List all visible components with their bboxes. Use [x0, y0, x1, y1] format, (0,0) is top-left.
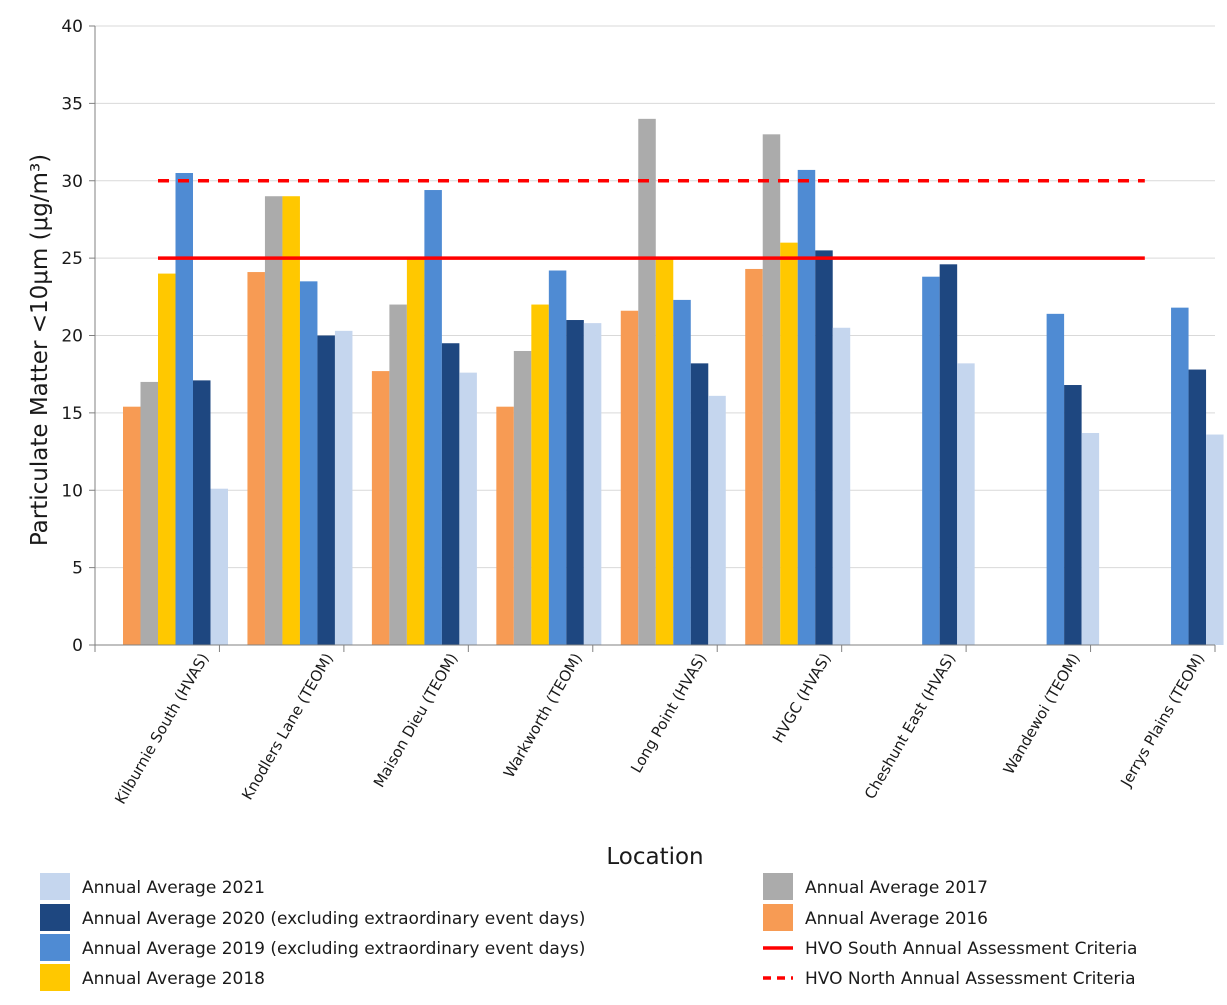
bar-5-5: [832, 327, 851, 645]
bar-2-1: [282, 196, 300, 645]
bar-3-2: [424, 190, 442, 645]
legend-label-2: Annual Average 2019 (excluding extraordi…: [82, 939, 585, 959]
bar-4-7: [1064, 385, 1082, 645]
legend-swatch-5: [763, 904, 793, 931]
bar-2-2: [406, 258, 425, 645]
x-axis-title: Location: [606, 844, 703, 870]
y-tick-label-15: 15: [61, 404, 83, 424]
y-tick-label-20: 20: [61, 327, 83, 347]
legend-label-4: Annual Average 2017: [805, 878, 988, 898]
legend-label-5: Annual Average 2016: [805, 909, 988, 929]
bar-3-6: [922, 276, 940, 645]
bar-5-1: [334, 330, 353, 645]
bar-1-1: [264, 196, 283, 645]
axes: [89, 25, 1216, 652]
legend-label-6: HVO South Annual Assessment Criteria: [805, 939, 1137, 959]
bar-4-4: [690, 363, 709, 645]
bar-2-3: [531, 304, 549, 645]
bar-1-2: [389, 304, 407, 645]
bar-0-2: [371, 371, 390, 645]
legend-label-3: Annual Average 2018: [82, 969, 265, 989]
bar-4-2: [441, 343, 460, 645]
bar-5-2: [459, 372, 477, 645]
bar-5-0: [210, 488, 228, 645]
bar-3-5: [797, 169, 816, 646]
bar-3-0: [175, 173, 193, 645]
reference-lines: [158, 179, 1145, 260]
y-tick-label-25: 25: [61, 249, 83, 269]
y-tick-label-30: 30: [61, 172, 83, 192]
bar-3-4: [673, 299, 691, 645]
bar-4-3: [566, 320, 584, 645]
bar-5-8: [1206, 434, 1224, 645]
bar-5-7: [1081, 432, 1100, 645]
bar-4-5: [815, 250, 833, 645]
bar-0-3: [496, 406, 514, 645]
legend-label-7: HVO North Annual Assessment Criteria: [805, 969, 1136, 989]
bar-2-4: [655, 258, 674, 645]
y-tick-label-0: 0: [72, 636, 83, 656]
legend-label-1: Annual Average 2020 (excluding extraordi…: [82, 909, 585, 929]
bar-1-0: [140, 381, 158, 645]
bar-0-1: [247, 272, 265, 645]
bars: [123, 118, 1224, 646]
bar-2-0: [158, 273, 176, 645]
bar-3-7: [1046, 313, 1065, 645]
bar-1-3: [513, 350, 532, 645]
bar-5-4: [708, 395, 726, 645]
legend-item-5: Annual Average 2016: [763, 904, 988, 931]
bar-3-1: [299, 281, 318, 645]
legend-item-2: Annual Average 2019 (excluding extraordi…: [40, 934, 585, 961]
bar-3-8: [1171, 307, 1189, 645]
legend-label-0: Annual Average 2021: [82, 878, 265, 898]
legend-item-3: Annual Average 2018: [40, 964, 265, 991]
bar-0-5: [745, 268, 763, 645]
legend-item-1: Annual Average 2020 (excluding extraordi…: [40, 904, 585, 931]
y-tick-label-5: 5: [72, 559, 83, 579]
bar-5-3: [583, 323, 602, 645]
bar-4-1: [317, 335, 335, 645]
legend-swatch-0: [40, 873, 70, 900]
legend-item-4: Annual Average 2017: [763, 873, 988, 900]
y-tick-labels: 0 5 10 15 20 25 30 35 40: [61, 17, 83, 656]
bar-4-0: [193, 380, 211, 645]
y-tick-label-40: 40: [61, 17, 83, 37]
y-axis-title: Particulate Matter <10μm (μg/m³): [27, 154, 53, 546]
legend-swatch-3: [40, 964, 70, 991]
bar-1-4: [638, 118, 656, 646]
legend: Annual Average 2021 Annual Average 2020 (…: [40, 873, 1137, 991]
legend-item-0: Annual Average 2021: [40, 873, 265, 900]
y-tick-label-35: 35: [61, 94, 83, 114]
legend-swatch-2: [40, 934, 70, 961]
y-tick-label-10: 10: [61, 481, 83, 501]
bar-1-5: [762, 134, 781, 645]
bar-5-6: [957, 363, 975, 645]
bar-4-6: [939, 264, 958, 645]
legend-item-7: HVO North Annual Assessment Criteria: [763, 969, 1136, 989]
legend-swatch-1: [40, 904, 70, 931]
bar-0-0: [123, 406, 141, 645]
bar-0-4: [620, 310, 639, 645]
bar-2-5: [780, 242, 798, 645]
legend-swatch-4: [763, 873, 793, 900]
legend-item-6: HVO South Annual Assessment Criteria: [763, 939, 1137, 959]
bar-4-8: [1188, 369, 1207, 645]
bar-3-3: [548, 270, 567, 645]
